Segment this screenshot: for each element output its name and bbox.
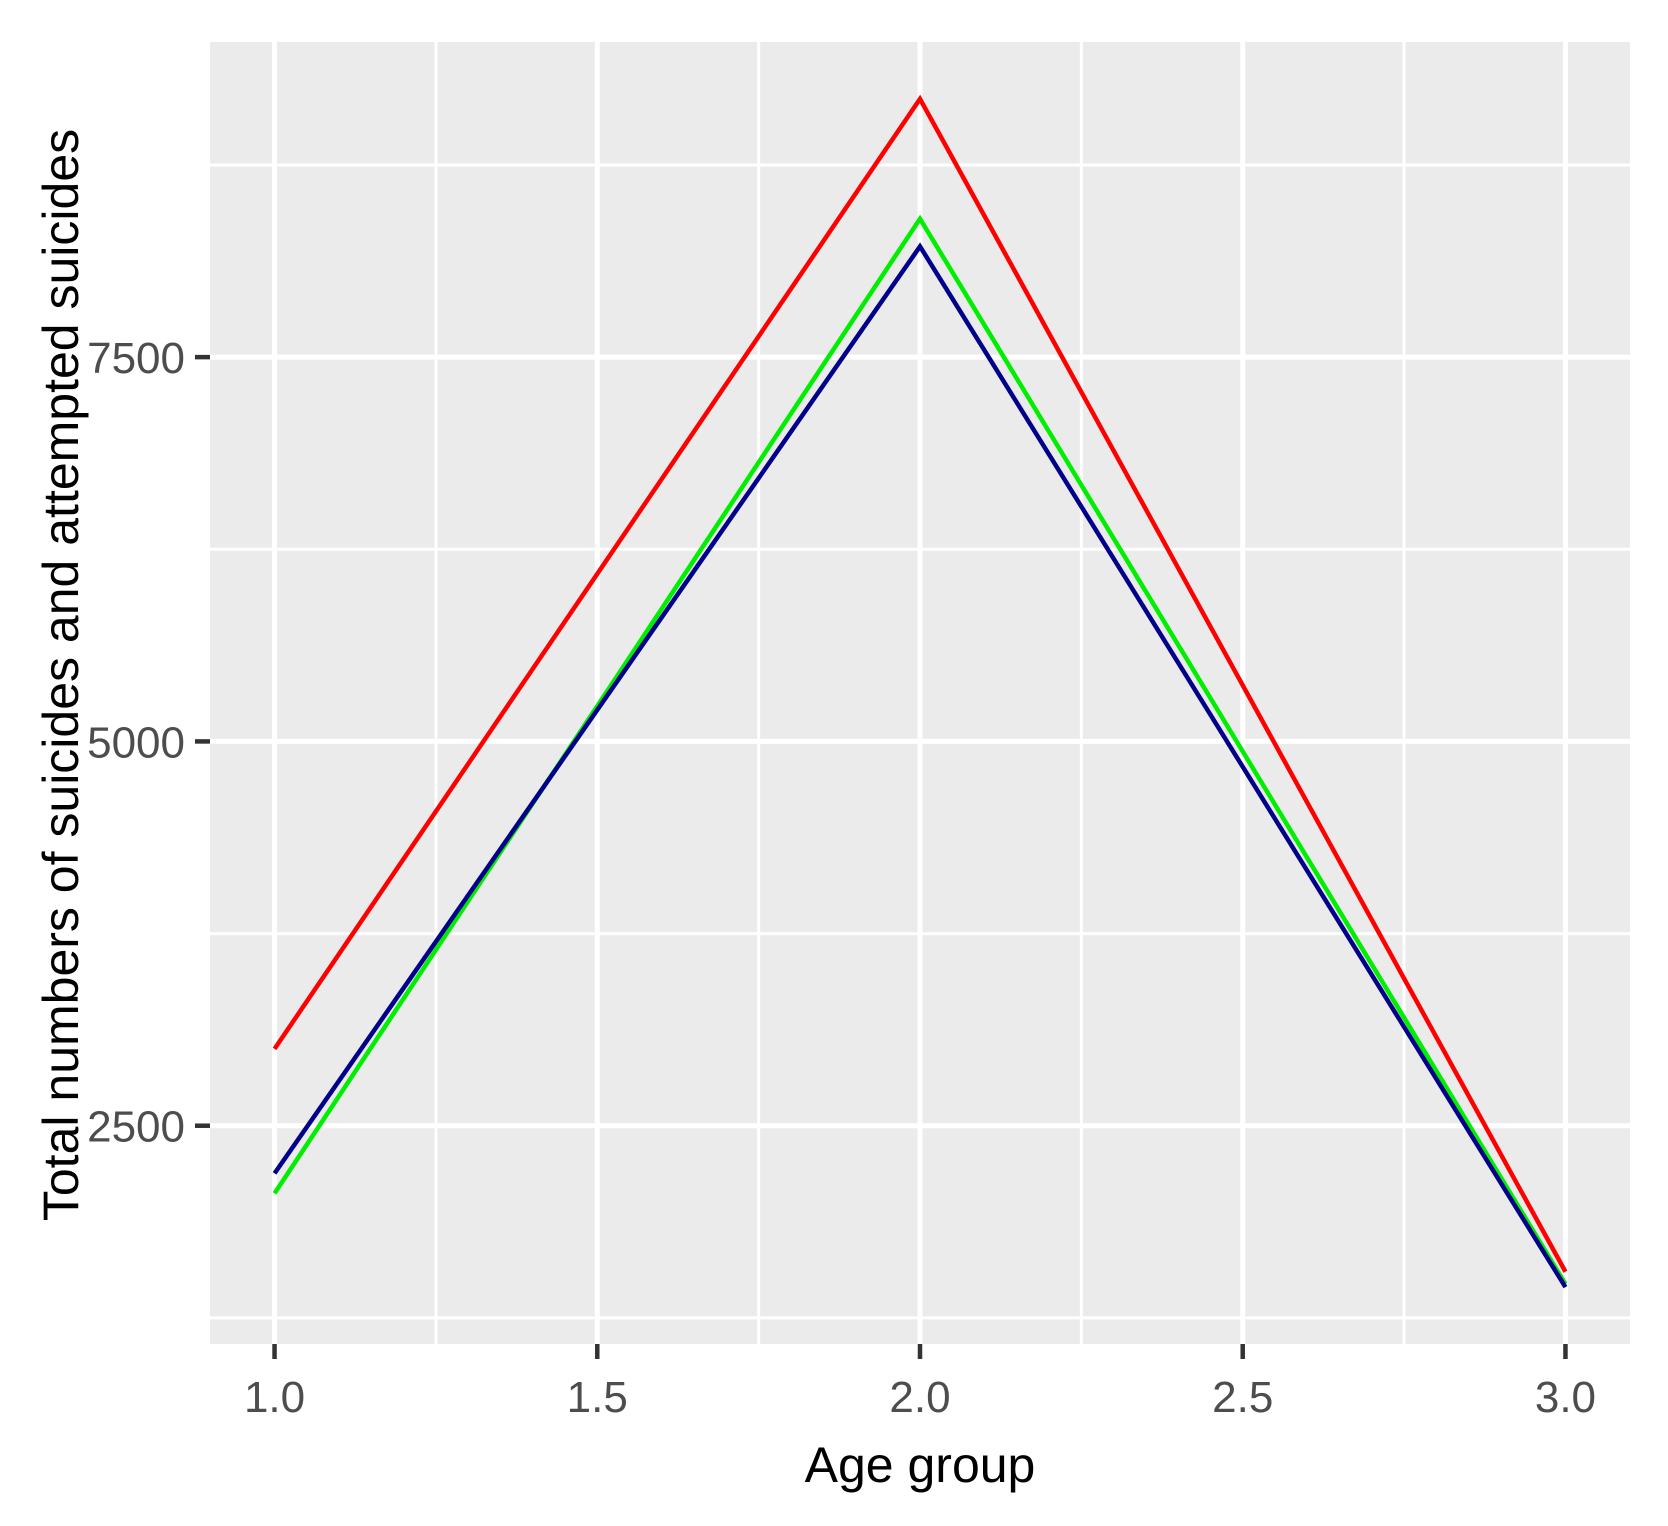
x-axis-title: Age group	[805, 1437, 1036, 1493]
y-axis-title: Total numbers of suicides and attempted …	[33, 129, 89, 1221]
x-tick-label: 1.0	[244, 1373, 305, 1422]
y-tick-label: 7500	[87, 334, 185, 383]
y-tick-label: 5000	[87, 718, 185, 767]
y-tick-label: 2500	[87, 1103, 185, 1152]
navy-line	[272, 242, 1568, 1289]
x-tick-label: 2.0	[889, 1373, 950, 1422]
data-series	[272, 94, 1568, 1289]
x-tick-label: 1.5	[567, 1373, 628, 1422]
x-tick-label: 2.5	[1212, 1373, 1273, 1422]
major-gridlines	[210, 42, 1630, 1344]
green-line	[272, 214, 1568, 1286]
axis-tick-labels: 1.0 1.5 2.0 2.5 3.0 2500 5000 7500	[87, 334, 1596, 1422]
red-line	[272, 94, 1568, 1273]
x-tick-label: 3.0	[1535, 1373, 1596, 1422]
axis-tick-marks	[195, 354, 1568, 1359]
